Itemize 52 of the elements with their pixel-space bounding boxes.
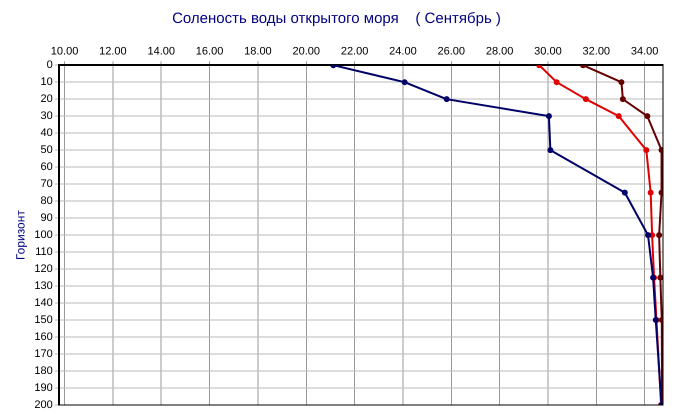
point — [547, 147, 554, 154]
point — [402, 79, 408, 86]
x-tick-label: 22.00 — [340, 46, 368, 58]
point — [648, 190, 654, 196]
x-tick-label: 16.00 — [196, 46, 224, 58]
y-tick-label: 110 — [35, 246, 53, 258]
point — [622, 190, 628, 196]
point — [645, 232, 652, 238]
point — [616, 113, 622, 120]
point — [444, 96, 450, 102]
x-tick-label: 14.00 — [147, 46, 175, 58]
y-tick-label: 190 — [34, 382, 53, 394]
y-tick-label: 170 — [34, 348, 53, 360]
point — [657, 274, 663, 281]
y-tick-label: 130 — [34, 280, 53, 292]
y-tick-label: 80 — [40, 195, 53, 208]
y-axis-title: Горизонт — [14, 210, 28, 260]
y-tick-label: 10 — [40, 76, 53, 88]
chart-title: Соленость воды открытого моря ( Сентябрь ) — [172, 10, 501, 28]
x-tick-label: 24.00 — [389, 46, 417, 58]
x-tick-label: 30.00 — [534, 46, 562, 58]
y-tick-label: 160 — [34, 331, 53, 344]
y-tick-label: 100 — [34, 229, 53, 242]
point — [656, 232, 662, 238]
y-tick-label: 30 — [40, 110, 53, 122]
y-tick-label: 20 — [40, 93, 53, 106]
point — [546, 113, 552, 120]
y-tick-label: 200 — [34, 399, 53, 412]
y-tick-label: 60 — [40, 161, 53, 174]
point — [643, 147, 650, 154]
y-tick-label: 90 — [40, 212, 53, 224]
y-tick-label: 50 — [40, 144, 53, 156]
y-tick-label: 120 — [34, 263, 53, 276]
point — [644, 113, 650, 120]
point — [618, 79, 624, 86]
point — [554, 79, 560, 86]
y-tick-label: 40 — [40, 127, 53, 140]
y-tick-label: 0 — [46, 59, 53, 72]
point — [620, 96, 626, 102]
point — [582, 96, 589, 102]
x-tick-label: 12.00 — [99, 46, 127, 58]
x-tick-label: 10.00 — [50, 46, 78, 58]
x-tick-label: 34.00 — [630, 46, 658, 58]
y-tick-label: 140 — [34, 297, 53, 310]
x-tick-label: 20.00 — [292, 46, 320, 58]
y-tick-label: 150 — [34, 314, 53, 326]
y-tick-label: 70 — [40, 178, 53, 190]
y-tick-label: 180 — [34, 365, 53, 378]
x-tick-label: 26.00 — [438, 46, 466, 58]
x-tick-label: 32.00 — [582, 46, 610, 58]
x-tick-label: 18.00 — [244, 46, 272, 58]
x-tick-label: 28.00 — [486, 46, 514, 58]
